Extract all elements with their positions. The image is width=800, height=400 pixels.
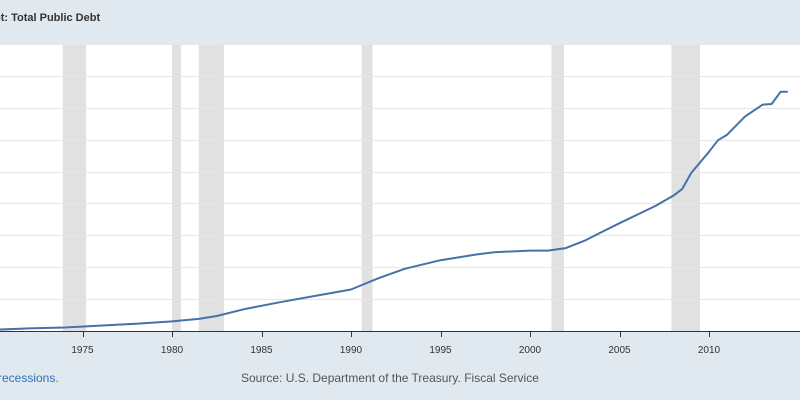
recession-band [671,44,701,331]
total-public-debt-line [0,90,788,331]
chart-title: pt: Total Public Debt [0,12,101,24]
x-tick-label: 1985 [250,345,273,356]
recession-band [551,44,565,331]
recession-band [62,44,87,331]
x-tick-label: 1990 [340,345,363,356]
x-tick-label: 1995 [429,345,452,356]
x-tick-label: 2000 [519,345,542,356]
recession-band [172,44,181,331]
recession-band [198,44,224,331]
x-tick-label: 1975 [71,345,94,356]
source-note: Source: U.S. Department of the Treasury.… [241,371,539,385]
recessions-legend-link[interactable]: recessions. [0,371,59,385]
recession-bands [62,44,701,331]
plot-area [0,44,800,332]
gridlines [0,44,800,300]
recession-band [361,44,373,331]
x-tick-label: 2010 [698,345,721,356]
x-axis-ticks: 1975 1980 1985 1990 1995 2000 2005 2010 [71,331,721,356]
x-tick-label: 2005 [608,345,631,356]
x-tick-label: 1980 [161,345,184,356]
